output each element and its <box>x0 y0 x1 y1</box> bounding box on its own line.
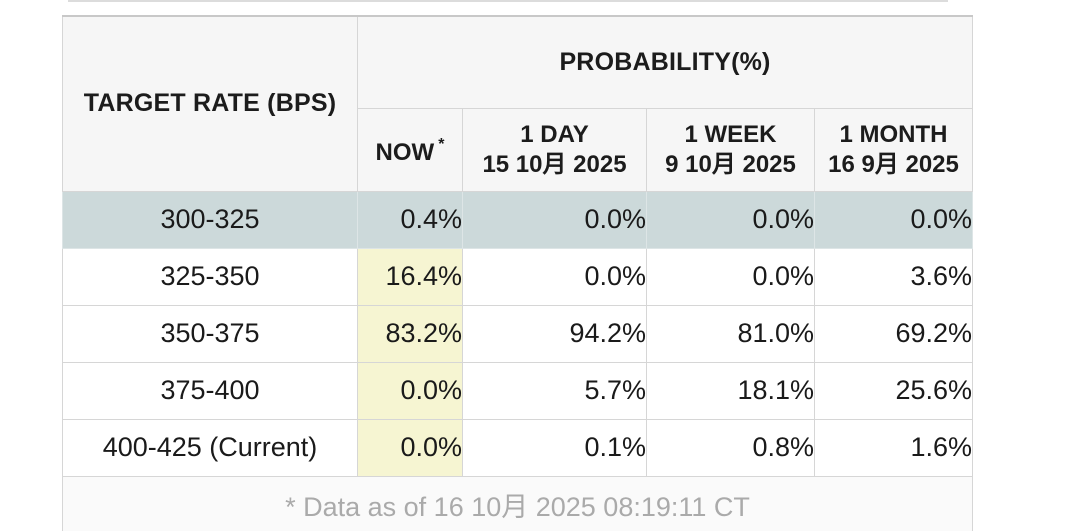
day-value: 0.0% <box>462 247 647 306</box>
rate-range: 325-350 <box>62 247 358 306</box>
day-value: 94.2% <box>462 304 647 363</box>
header-row-columns: NOW * 1 DAY 15 10月 2025 1 WEEK 9 10月 2025… <box>63 107 974 192</box>
rate-range: 350-375 <box>62 304 358 363</box>
column-date: 15 10月 2025 <box>482 150 627 178</box>
month-value: 1.6% <box>813 418 974 477</box>
month-value: 25.6% <box>813 361 974 420</box>
column-header-1day: 1 DAY 15 10月 2025 <box>462 107 647 192</box>
now-value: 16.4% <box>357 247 463 306</box>
now-asterisk: * <box>438 135 445 153</box>
column-header-now: NOW * <box>357 107 463 192</box>
week-value: 18.1% <box>646 361 815 420</box>
day-value: 0.1% <box>462 418 647 477</box>
fedwatch-probability-table: TARGET RATE (BPS) PROBABILITY(%) NOW * 1 … <box>61 15 974 531</box>
week-value: 0.8% <box>646 418 815 477</box>
month-value: 3.6% <box>813 247 974 306</box>
footnote-row: * Data as of 16 10月 2025 08:19:11 CT <box>61 475 974 531</box>
now-value: 83.2% <box>357 304 463 363</box>
rate-range: 400-425 (Current) <box>62 418 358 477</box>
week-value: 0.0% <box>646 247 815 306</box>
header-row-group: TARGET RATE (BPS) PROBABILITY(%) <box>62 15 974 192</box>
column-header-1month: 1 MONTH 16 9月 2025 <box>813 107 974 192</box>
table-row-325-350: 325-350 16.4% 0.0% 0.0% 3.6% <box>62 247 974 306</box>
week-value: 0.0% <box>646 190 815 249</box>
now-value: 0.0% <box>357 361 463 420</box>
table-row-400-425-current: 400-425 (Current) 0.0% 0.1% 0.8% 1.6% <box>62 418 974 477</box>
target-rate-header: TARGET RATE (BPS) <box>62 15 358 192</box>
now-label: NOW <box>375 138 435 166</box>
week-value: 81.0% <box>646 304 815 363</box>
rate-range: 375-400 <box>62 361 358 420</box>
top-divider <box>68 0 948 2</box>
now-value: 0.0% <box>357 418 463 477</box>
month-value: 69.2% <box>813 304 974 363</box>
rate-range: 300-325 <box>62 190 358 249</box>
table-row-300-325: 300-325 0.4% 0.0% 0.0% 0.0% <box>62 190 974 249</box>
table-row-375-400: 375-400 0.0% 5.7% 18.1% 25.6% <box>62 361 974 420</box>
column-label: 1 DAY <box>520 120 589 148</box>
month-value: 0.0% <box>813 190 974 249</box>
probability-group-header: PROBABILITY(%) <box>356 15 974 109</box>
day-value: 5.7% <box>462 361 647 420</box>
day-value: 0.0% <box>462 190 647 249</box>
now-value: 0.4% <box>357 190 463 249</box>
column-label: 1 MONTH <box>839 120 948 148</box>
column-date: 9 10月 2025 <box>665 150 796 178</box>
table-row-350-375: 350-375 83.2% 94.2% 81.0% 69.2% <box>62 304 974 363</box>
data-as-of-footnote: * Data as of 16 10月 2025 08:19:11 CT <box>61 475 974 531</box>
column-label: 1 WEEK <box>684 120 777 148</box>
column-header-1week: 1 WEEK 9 10月 2025 <box>646 107 815 192</box>
column-date: 16 9月 2025 <box>828 150 959 178</box>
